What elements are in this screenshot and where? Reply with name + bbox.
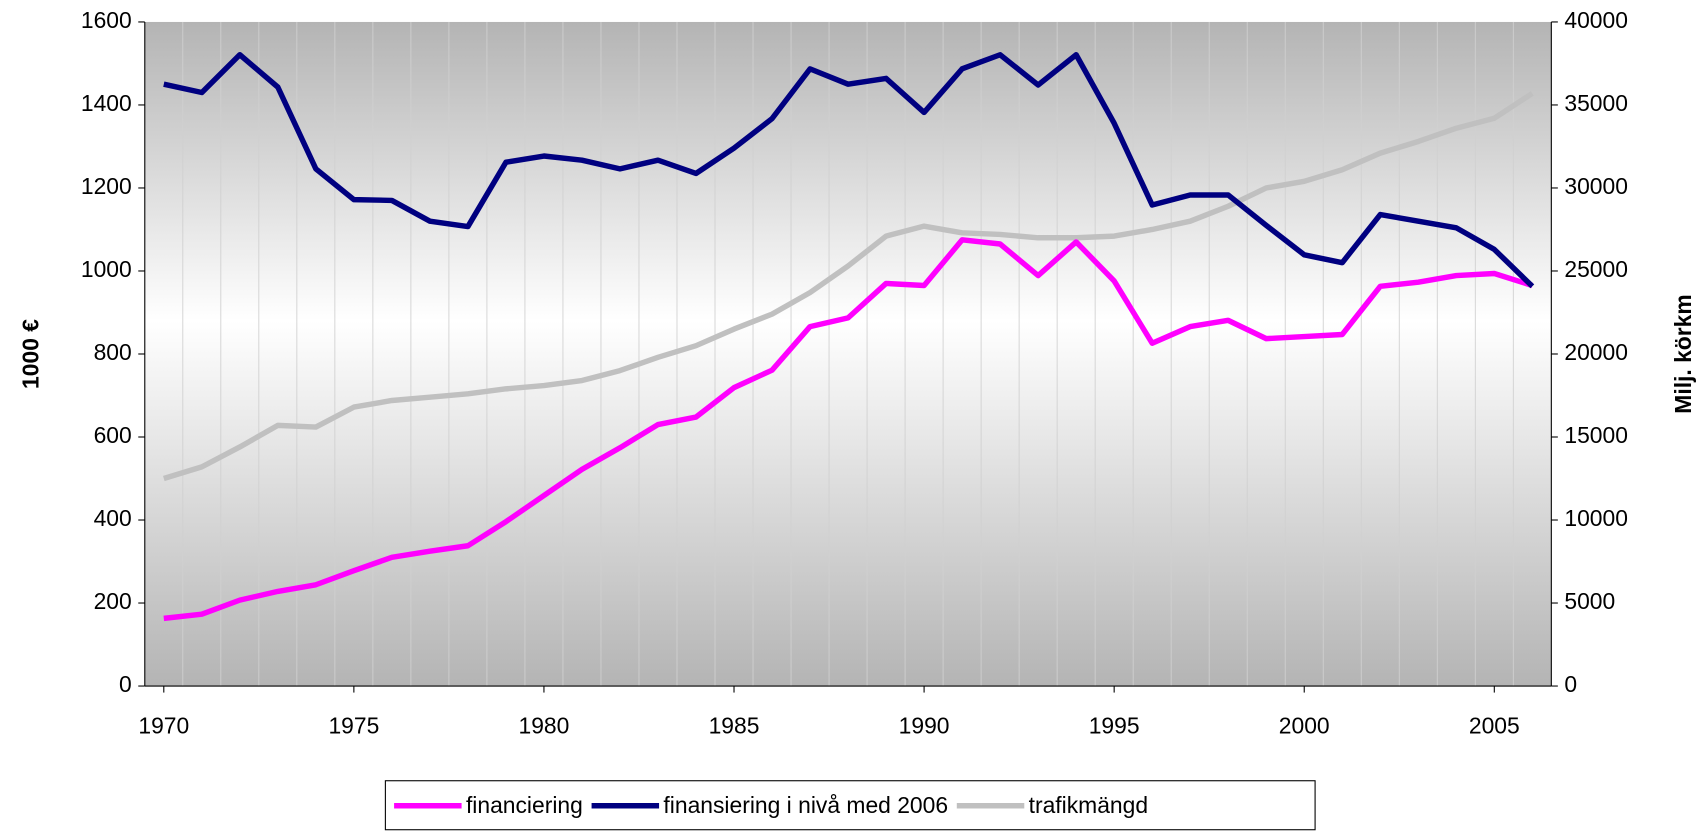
x-tick-label: 1985 bbox=[709, 712, 760, 738]
x-tick-label: 1980 bbox=[519, 712, 570, 738]
y2-tick-label: 10000 bbox=[1564, 505, 1628, 531]
legend-label: trafikmängd bbox=[1029, 792, 1148, 818]
y-tick-label: 1200 bbox=[81, 173, 132, 199]
y2-tick-label: 35000 bbox=[1564, 90, 1628, 116]
x-tick-label: 1975 bbox=[328, 712, 379, 738]
y2-tick-label: 30000 bbox=[1564, 173, 1628, 199]
legend-label: financiering bbox=[466, 792, 583, 818]
y-tick-label: 800 bbox=[94, 339, 132, 365]
y-tick-label: 200 bbox=[94, 588, 132, 614]
data-line bbox=[163, 237, 1534, 622]
y-tick-label: 400 bbox=[94, 505, 132, 531]
x-tick-label: 1995 bbox=[1089, 712, 1140, 738]
y2-tick-label: 25000 bbox=[1564, 256, 1628, 282]
plot-area bbox=[144, 21, 1552, 687]
legend bbox=[384, 780, 1316, 831]
x-tick-label: 2000 bbox=[1279, 712, 1330, 738]
y2-tick-label: 20000 bbox=[1564, 339, 1628, 365]
legend-label: finansiering i nivå med 2006 bbox=[663, 792, 948, 818]
x-tick-label: 1970 bbox=[138, 712, 189, 738]
y-tick-label: 1600 bbox=[81, 7, 132, 33]
x-tick-label: 1990 bbox=[899, 712, 950, 738]
y2-tick-label: 0 bbox=[1564, 671, 1577, 697]
y-tick-label: 1400 bbox=[81, 90, 132, 116]
y-tick-label: 600 bbox=[94, 422, 132, 448]
x-tick-label: 2005 bbox=[1469, 712, 1520, 738]
y-axis-label: 1000 € bbox=[18, 319, 44, 389]
y2-tick-label: 15000 bbox=[1564, 422, 1628, 448]
data-line bbox=[163, 52, 1535, 289]
y2-tick-label: 40000 bbox=[1564, 7, 1628, 33]
y2-tick-label: 5000 bbox=[1564, 588, 1615, 614]
y2-axis-label: Milj. körkm bbox=[1670, 294, 1696, 413]
y-tick-label: 0 bbox=[119, 671, 132, 697]
y-tick-label: 1000 bbox=[81, 256, 132, 282]
data-line bbox=[163, 91, 1534, 482]
